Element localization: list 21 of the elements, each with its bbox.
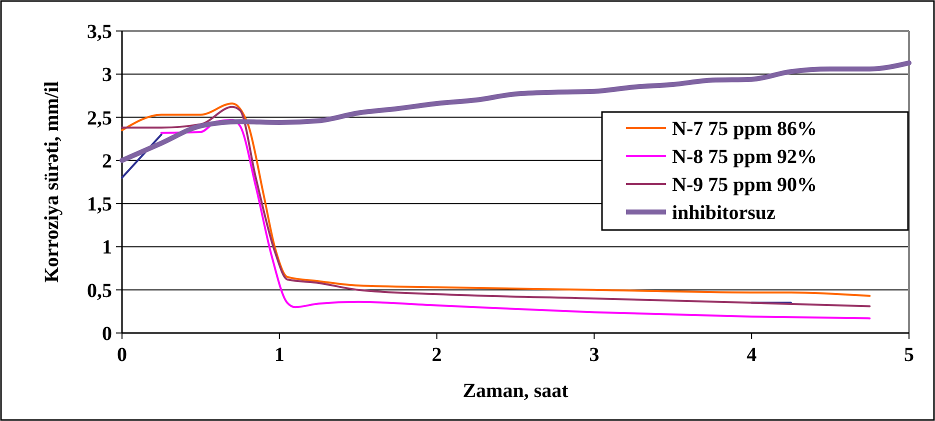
x-tick-label: 2	[432, 344, 442, 366]
x-tick-label: 4	[746, 344, 757, 366]
x-tick-label: 0	[117, 344, 127, 366]
y-tick-label: 2,5	[87, 107, 112, 130]
y-tick-label: 1,5	[87, 194, 112, 216]
y-tick-label: 0	[102, 323, 112, 345]
legend-label: inhibitorsuz	[672, 202, 776, 224]
y-tick-label: 3	[102, 64, 112, 86]
legend-label: N-8 75 ppm 92%	[672, 146, 818, 168]
x-tick-label: 3	[589, 344, 600, 366]
y-tick-label: 1	[102, 236, 112, 259]
x-axis-title: Zaman, saat	[462, 380, 569, 402]
y-axis-title: Korroziya sürəti, mm/il	[41, 80, 63, 283]
line-series	[160, 118, 871, 320]
x-tick-label: 5	[904, 344, 914, 366]
legend-label: N-7 75 ppm 86%	[672, 118, 818, 140]
y-tick-label: 2	[102, 150, 112, 172]
y-tick-label: 3,5	[87, 21, 112, 43]
x-tick-label: 1	[274, 344, 284, 366]
y-tick-label: 0,5	[87, 280, 112, 302]
legend-label: N-9 75 ppm 90%	[672, 174, 818, 196]
